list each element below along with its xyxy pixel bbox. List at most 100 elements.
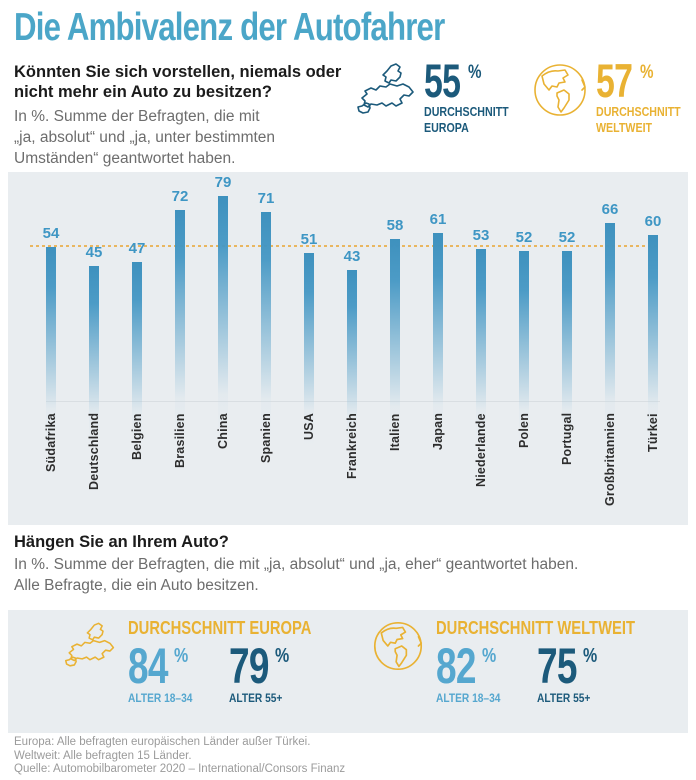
section2-question-block: Hängen Sie an Ihrem Auto? In %. Summe de… xyxy=(14,532,674,596)
stat-unit: % xyxy=(274,645,289,667)
footnote-line: Weltweit: Alle befragten 15 Länder. xyxy=(14,749,192,762)
country-label: China xyxy=(216,413,230,449)
bar-value-label: 53 xyxy=(472,227,490,244)
stat-age-55-plus: 79 % ALTER 55+ xyxy=(229,638,330,705)
question-line: Könnten Sie sich vorstellen, niemals ode… xyxy=(14,63,342,81)
page-title: Die Ambivalenz der Autofahrer xyxy=(14,6,445,49)
bar-value-label: 61 xyxy=(429,211,447,228)
stat-label: ALTER 55+ xyxy=(229,691,283,705)
group-body: DURCHSCHNITT WELTWEIT 82 % ALTER 18–34 7… xyxy=(436,618,679,705)
stat-label: ALTER 18–34 xyxy=(436,691,501,705)
country-label: Türkei xyxy=(646,413,660,452)
country-label: Spanien xyxy=(259,413,273,464)
bar-value-label: 45 xyxy=(85,244,103,261)
country-label: Portugal xyxy=(560,413,574,466)
note-line: In %. Summe der Befragten, die mit xyxy=(14,108,260,125)
question-line: nicht mehr ein Auto zu besitzen? xyxy=(14,83,272,101)
bar-value-label: 51 xyxy=(300,231,318,248)
note-line: In %. Summe der Befragten, die mit „ja, … xyxy=(14,556,579,573)
stat-value: 79 xyxy=(229,638,269,694)
stat-age-55-plus: 75 % ALTER 55+ xyxy=(537,638,638,705)
note-line: „ja, absolut“ und „ja, unter bestimmten xyxy=(14,129,276,146)
bar-Südafrika xyxy=(46,247,56,472)
bar-Niederlande xyxy=(476,249,486,472)
bar-Großbritannien xyxy=(605,223,615,472)
stat-value: 84 xyxy=(128,638,168,694)
bar-value-label: 47 xyxy=(128,240,146,257)
stat-worldwide-average: 57 % DURCHSCHNITT WELTWEIT xyxy=(532,54,696,135)
stat-unit: % xyxy=(582,645,597,667)
bar-Brasilien xyxy=(175,210,185,472)
country-label: Großbritannien xyxy=(603,413,617,507)
bar-Türkei xyxy=(648,235,658,472)
country-label: Belgien xyxy=(130,413,144,460)
stat-value: 55 xyxy=(424,54,461,107)
europe-average-reference-line xyxy=(30,245,660,247)
europe-map-icon xyxy=(64,620,116,670)
bar-value-label: 52 xyxy=(558,229,576,246)
bar-China xyxy=(218,196,228,472)
bar-value-label: 54 xyxy=(42,225,60,242)
question-note: In %. Summe der Befragten, die mit „ja, … xyxy=(14,106,359,169)
bar-value-label: 43 xyxy=(343,248,361,265)
stat-body: 55 % DURCHSCHNITT EUROPA xyxy=(424,54,527,135)
source-footnote: Europa: Alle befragten europäischen Länd… xyxy=(14,736,345,777)
country-label: Polen xyxy=(517,413,531,449)
bar-USA xyxy=(304,253,314,472)
bar-Frankreich xyxy=(347,270,357,472)
country-label: Japan xyxy=(431,413,445,451)
globe-icon xyxy=(532,62,588,118)
stat-unit: % xyxy=(481,645,496,667)
bar-value-label: 72 xyxy=(171,188,189,205)
bar-Italien xyxy=(390,239,400,472)
stat-unit: % xyxy=(468,62,482,83)
bar-value-label: 66 xyxy=(601,201,619,218)
group-europe-average: DURCHSCHNITT EUROPA 84 % ALTER 18–34 79 … xyxy=(64,618,352,705)
bar-Deutschland xyxy=(89,266,99,472)
footnote-line: Europa: Alle befragten europäischen Länd… xyxy=(14,736,311,748)
question-line: Hängen Sie an Ihrem Auto? xyxy=(14,533,229,551)
stat-label: DURCHSCHNITT xyxy=(596,104,681,119)
stat-value: 82 xyxy=(436,638,476,694)
country-label: Italien xyxy=(388,413,402,451)
note-line: Alle Befragte, die ein Auto besitzen. xyxy=(14,577,259,594)
stat-label: DURCHSCHNITT xyxy=(424,104,509,119)
stat-value: 75 xyxy=(537,638,577,694)
section1-question-block: Könnten Sie sich vorstellen, niemals ode… xyxy=(14,62,359,169)
country-label: Südafrika xyxy=(44,413,58,472)
note-line: Umständen“ geantwortet haben. xyxy=(14,150,236,167)
stat-value: 57 xyxy=(596,54,633,107)
bar-value-label: 58 xyxy=(386,217,404,234)
country-label: USA xyxy=(302,413,316,440)
group-body: DURCHSCHNITT EUROPA 84 % ALTER 18–34 79 … xyxy=(128,618,352,705)
group-heading: DURCHSCHNITT EUROPA xyxy=(128,618,312,638)
stat-age-18-34: 82 % ALTER 18–34 xyxy=(436,638,537,705)
stat-label: ALTER 18–34 xyxy=(128,691,193,705)
bar-Spanien xyxy=(261,212,271,472)
footnote-line: Quelle: Automobilbarometer 2020 – Intern… xyxy=(14,763,346,775)
stat-label: WELTWEIT xyxy=(596,120,653,135)
group-heading: DURCHSCHNITT WELTWEIT xyxy=(436,618,635,638)
country-label: Brasilien xyxy=(173,413,187,468)
stat-unit: % xyxy=(640,62,654,83)
stat-unit: % xyxy=(173,645,188,667)
stat-europe-average: 55 % DURCHSCHNITT EUROPA xyxy=(356,54,527,135)
country-label: Deutschland xyxy=(87,413,101,491)
globe-icon xyxy=(372,620,424,672)
bar-Portugal xyxy=(562,251,572,472)
bar-chart-panel: 54 Südafrika 45 Deutschland 47 Belgien 72 Brasi… xyxy=(8,172,688,525)
bar-value-label: 79 xyxy=(214,174,232,191)
bar-Belgien xyxy=(132,262,142,472)
stat-age-18-34: 84 % ALTER 18–34 xyxy=(128,638,229,705)
country-label: Frankreich xyxy=(345,413,359,479)
stat-label: EUROPA xyxy=(424,120,469,135)
bottom-stats-panel: DURCHSCHNITT EUROPA 84 % ALTER 18–34 79 … xyxy=(8,610,688,733)
bar-value-label: 71 xyxy=(257,190,275,207)
bar-Japan xyxy=(433,233,443,472)
group-worldwide-average: DURCHSCHNITT WELTWEIT 82 % ALTER 18–34 7… xyxy=(372,618,679,705)
europe-map-icon xyxy=(356,62,416,116)
question-note: In %. Summe der Befragten, die mit „ja, … xyxy=(14,554,674,596)
stat-body: 57 % DURCHSCHNITT WELTWEIT xyxy=(596,54,696,135)
stat-label: ALTER 55+ xyxy=(537,691,591,705)
